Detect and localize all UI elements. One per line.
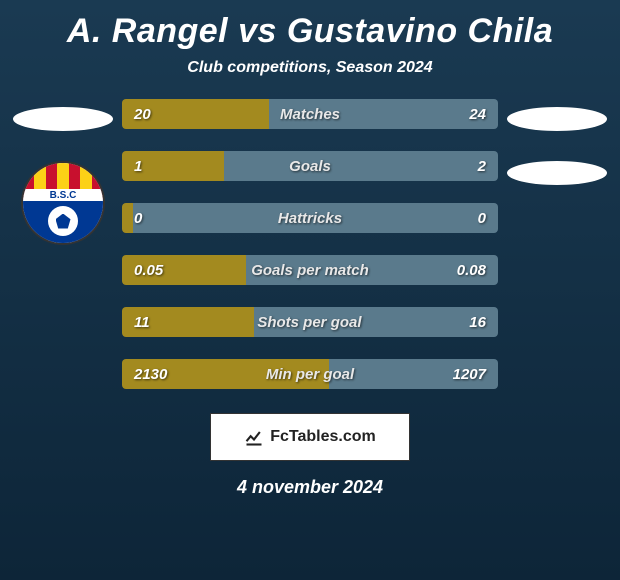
stat-right-value: 1207: [453, 366, 486, 383]
stat-content: 0.05 Goals per match 0.08: [122, 255, 498, 285]
bsc-club-logo: B.S.C: [21, 161, 105, 245]
stat-label: Matches: [280, 106, 340, 123]
stat-label: Hattricks: [278, 210, 342, 227]
stats-column: 20Matches241Goals20Hattricks00.05Goals p…: [118, 99, 502, 389]
stat-right-value: 0.08: [457, 262, 486, 279]
logo-text: B.S.C: [23, 190, 103, 201]
stat-label: Shots per goal: [257, 314, 361, 331]
page-title: A. Rangel vs Gustavino Chila: [0, 0, 620, 59]
player-b-ellipse-1: [507, 107, 607, 131]
stat-content: 20 Matches 24: [122, 99, 498, 129]
stat-right-value: 16: [469, 314, 486, 331]
stat-left-value: 1: [134, 158, 142, 175]
stat-row: 1 Goals 2: [122, 151, 498, 181]
stat-content: 2130 Min per goal 1207: [122, 359, 498, 389]
stat-row: 0.05 Goals per match 0.08: [122, 255, 498, 285]
stat-left-value: 2130: [134, 366, 167, 383]
fctables-badge[interactable]: FcTables.com: [210, 413, 410, 461]
stat-left-value: 20: [134, 106, 151, 123]
stat-left-value: 0: [134, 210, 142, 227]
player-b-ellipse-2: [507, 161, 607, 185]
left-side-column: B.S.C: [8, 99, 118, 245]
stat-row: 2130 Min per goal 1207: [122, 359, 498, 389]
stat-label: Min per goal: [266, 366, 354, 383]
stat-content: 1 Goals 2: [122, 151, 498, 181]
subtitle: Club competitions, Season 2024: [0, 59, 620, 99]
stat-left-value: 11: [134, 314, 150, 331]
badge-text: FcTables.com: [270, 428, 376, 446]
right-side-column: [502, 99, 612, 185]
stat-row: 0 Hattricks 0: [122, 203, 498, 233]
stat-row: 11 Shots per goal 16: [122, 307, 498, 337]
stat-row: 20 Matches 24: [122, 99, 498, 129]
stat-content: 0 Hattricks 0: [122, 203, 498, 233]
stat-right-value: 2: [478, 158, 486, 175]
stat-content: 11 Shots per goal 16: [122, 307, 498, 337]
date-footer: 4 november 2024: [0, 477, 620, 498]
stat-right-value: 0: [478, 210, 486, 227]
stat-label: Goals per match: [251, 262, 369, 279]
soccer-ball-icon: [48, 206, 78, 236]
stat-right-value: 24: [469, 106, 486, 123]
comparison-content: B.S.C 20Matches241Goals20Hattricks00.05G…: [0, 99, 620, 389]
stat-left-value: 0.05: [134, 262, 163, 279]
player-a-ellipse: [13, 107, 113, 131]
chart-icon: [244, 427, 264, 447]
stat-label: Goals: [289, 158, 331, 175]
